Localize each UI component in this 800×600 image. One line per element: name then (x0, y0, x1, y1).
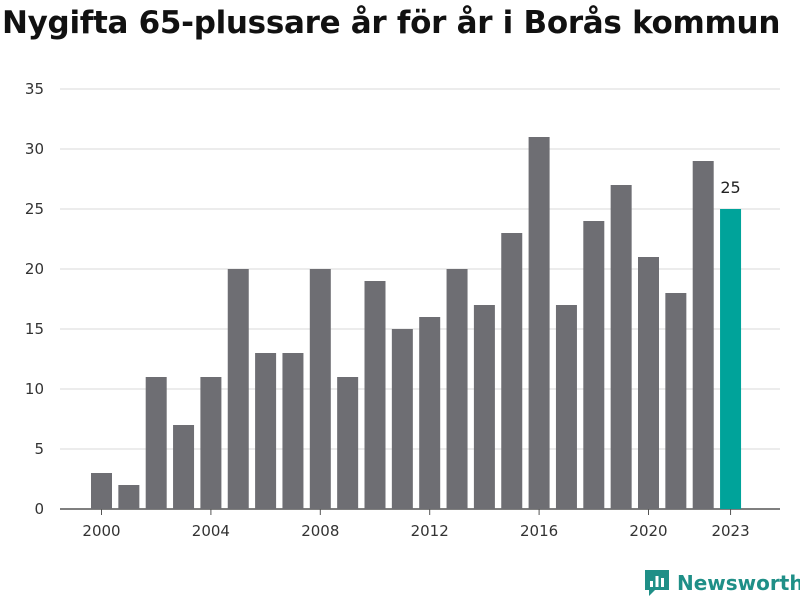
y-tick-label: 30 (25, 140, 44, 158)
brand-logo: Newsworthy (643, 568, 800, 598)
x-tick-label: 2016 (520, 522, 558, 540)
x-tick-label: 2020 (629, 522, 667, 540)
x-tick-label: 2000 (82, 522, 120, 540)
labels: 0 5 10 15 20 25 30 35 2000 2004 2008 2012 2016 2020 20… (25, 80, 750, 540)
bar (720, 209, 742, 509)
x-tick-label: 2012 (411, 522, 449, 540)
bar-chart: 0 5 10 15 20 25 30 35 2000 2004 2008 2012 2016 2020 20… (25, 80, 780, 540)
y-tick-label: 20 (25, 260, 44, 278)
y-tick-label: 15 (25, 320, 44, 338)
brand-name: Newsworthy (677, 571, 800, 595)
y-tick-label: 25 (25, 200, 44, 218)
bar (555, 305, 577, 509)
y-tick-label: 35 (25, 80, 44, 98)
chart-title: Nygifta 65-plussare år för år i Borås ko… (2, 5, 781, 41)
bar (173, 425, 195, 509)
bar (91, 473, 112, 509)
bar (227, 269, 249, 509)
bar (446, 269, 468, 509)
bar (391, 329, 413, 509)
bar (282, 353, 304, 509)
bar (200, 377, 222, 509)
x-tick-label: 2023 (711, 522, 749, 540)
bar (337, 377, 359, 509)
newsworthy-logo-icon (645, 570, 669, 596)
bar (638, 257, 659, 509)
bars (91, 137, 742, 509)
bar (419, 317, 441, 509)
data-label: 25 (720, 178, 740, 197)
bar (364, 281, 386, 509)
bar (610, 185, 632, 509)
y-tick-label: 5 (34, 440, 44, 458)
bar (665, 293, 687, 509)
bar (145, 377, 167, 509)
bar (309, 269, 331, 509)
bar (473, 305, 495, 509)
x-tick-label: 2004 (192, 522, 230, 540)
bar (501, 233, 523, 509)
bar (692, 161, 714, 509)
y-tick-label: 10 (25, 380, 44, 398)
x-tick-label: 2008 (301, 522, 339, 540)
y-tick-label: 0 (34, 500, 44, 518)
bar (255, 353, 277, 509)
bar (583, 221, 605, 509)
bar (118, 485, 140, 509)
bar (528, 137, 550, 509)
